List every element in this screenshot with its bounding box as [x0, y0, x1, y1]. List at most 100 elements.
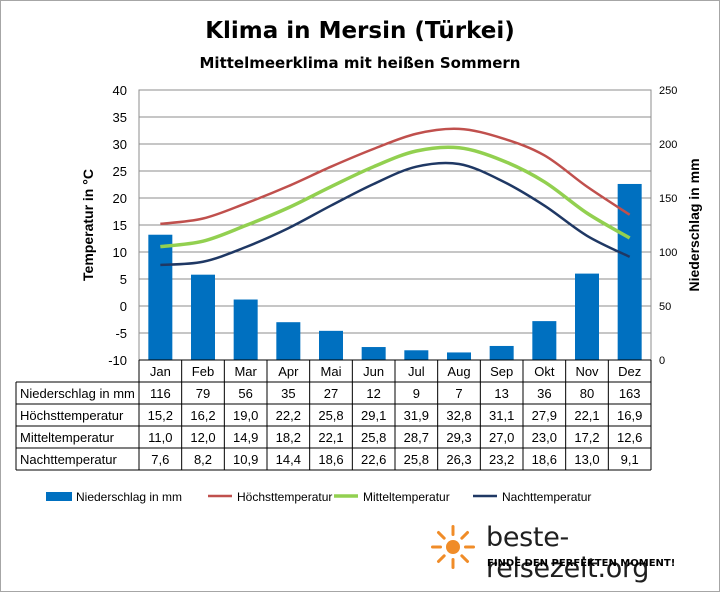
y-left-tick-label: 25 — [113, 164, 127, 179]
table-cell: 27,0 — [489, 430, 514, 445]
table-cell: 9 — [413, 386, 420, 401]
table-header-month: Sep — [490, 364, 513, 379]
table-header-month: Mar — [234, 364, 257, 379]
table-cell: 16,9 — [617, 408, 642, 423]
table-cell: 29,1 — [361, 408, 386, 423]
table-cell: 18,2 — [276, 430, 301, 445]
brand-name: beste-reisezeit.org — [486, 522, 650, 584]
table-cell: 23,0 — [532, 430, 557, 445]
y-left-tick-label: 30 — [113, 137, 127, 152]
table-cell: 26,3 — [446, 452, 471, 467]
chart-title: Klima in Mersin (Türkei) — [205, 18, 515, 44]
table-cell: 31,1 — [489, 408, 514, 423]
temperature-line — [160, 127, 631, 226]
y-left-tick-label: 35 — [113, 110, 127, 125]
legend-label: Höchsttemperatur — [237, 490, 332, 504]
table-cell: 22,2 — [276, 408, 301, 423]
table-cell: 32,8 — [446, 408, 471, 423]
table-cell: 9,1 — [621, 452, 639, 467]
table-cell: 25,8 — [404, 452, 429, 467]
y-left-tick-label: -5 — [115, 326, 127, 341]
y-right-tick-label: 50 — [659, 301, 671, 313]
table-cell: 35 — [281, 386, 295, 401]
table-header-month: Apr — [278, 364, 299, 379]
precipitation-bar — [319, 330, 343, 360]
y-right-tick-label: 200 — [659, 139, 677, 151]
table-header-month: Aug — [447, 364, 470, 379]
brand-tagline: FINDE DEN PERFEKTEN MOMENT! — [487, 558, 676, 569]
y-left-tick-label: 0 — [120, 299, 127, 314]
table-cell: 14,4 — [276, 452, 301, 467]
temperature-lines — [160, 127, 631, 267]
table-header-month: Jan — [150, 364, 171, 379]
precipitation-bar — [404, 350, 429, 360]
y-right-tick-label: 100 — [659, 247, 677, 259]
table-cell: 31,9 — [404, 408, 429, 423]
table-header-month: Feb — [192, 364, 214, 379]
table-row-label: Höchsttemperatur — [20, 408, 124, 423]
table-row-label: Mitteltemperatur — [20, 430, 115, 445]
table-cell: 116 — [150, 386, 171, 401]
y-right-tick-label: 250 — [659, 85, 677, 97]
y-right-tick-label: 150 — [659, 193, 677, 205]
legend-label: Niederschlag in mm — [76, 490, 182, 504]
table-cell: 15,2 — [148, 408, 173, 423]
table-cell: 8,2 — [194, 452, 212, 467]
precipitation-bar — [276, 322, 301, 360]
y-right-tick-label: 0 — [659, 355, 665, 367]
precipitation-bar — [489, 345, 514, 360]
precipitation-bar — [233, 299, 258, 360]
table-cell: 27,9 — [532, 408, 557, 423]
table-cell: 28,7 — [404, 430, 429, 445]
table-cell: 12 — [366, 386, 380, 401]
y-left-tick-label: 10 — [113, 245, 127, 260]
table-header-month: Dez — [618, 364, 641, 379]
table-cell: 12,0 — [190, 430, 215, 445]
data-table: Jan Feb Mar Apr Mai Jun Jul Aug Sep Okt Nov Dez Nied… — [15, 359, 652, 471]
table-cell: 18,6 — [318, 452, 343, 467]
table-header-month: Okt — [534, 364, 555, 379]
gridlines — [139, 89, 651, 361]
table-cell: 10,9 — [233, 452, 258, 467]
precipitation-bar — [575, 273, 599, 360]
table-cell: 23,2 — [489, 452, 514, 467]
table-cell: 7 — [455, 386, 462, 401]
y-left-tick-label: 40 — [113, 83, 127, 98]
table-cell: 27 — [324, 386, 338, 401]
legend-swatch-bar — [46, 492, 72, 501]
precipitation-bar — [447, 352, 471, 360]
table-cell: 25,8 — [318, 408, 343, 423]
table-cell: 14,9 — [233, 430, 258, 445]
table-cell: 17,2 — [574, 430, 599, 445]
y-left-axis-title: Temperatur in °C — [80, 169, 96, 281]
axes: 4035302520151050-5-10250200150100500Temp… — [80, 83, 702, 368]
table-cell: 25,8 — [361, 430, 386, 445]
table-cell: 22,6 — [361, 452, 386, 467]
precipitation-bar — [191, 274, 215, 360]
legend-label: Mitteltemperatur — [363, 490, 450, 504]
table-cell: 22,1 — [318, 430, 343, 445]
precipitation-bar — [532, 321, 557, 360]
table-cell: 16,2 — [190, 408, 215, 423]
y-left-tick-label: 20 — [113, 191, 127, 206]
table-cell: 36 — [537, 386, 551, 401]
table-cell: 22,1 — [574, 408, 599, 423]
sun-icon — [431, 525, 475, 569]
y-left-tick-label: 5 — [120, 272, 127, 287]
legend: Niederschlag in mm Höchsttemperatur Mittel… — [46, 490, 591, 504]
table-row-label: Nachttemperatur — [20, 452, 117, 467]
table-cell: 11,0 — [148, 430, 172, 445]
table-cell: 13,0 — [574, 452, 599, 467]
precipitation-bar — [148, 234, 173, 360]
table-cell: 7,6 — [151, 452, 169, 467]
y-left-tick-label: 15 — [113, 218, 127, 233]
y-left-tick-label: -10 — [108, 353, 127, 368]
y-right-axis-title: Niederschlag in mm — [686, 158, 702, 291]
table-cell: 56 — [238, 386, 252, 401]
table-cell: 79 — [196, 386, 210, 401]
temperature-line — [160, 161, 631, 267]
temperature-line — [160, 145, 631, 249]
table-cell: 12,6 — [617, 430, 642, 445]
precipitation-bar — [361, 347, 386, 360]
